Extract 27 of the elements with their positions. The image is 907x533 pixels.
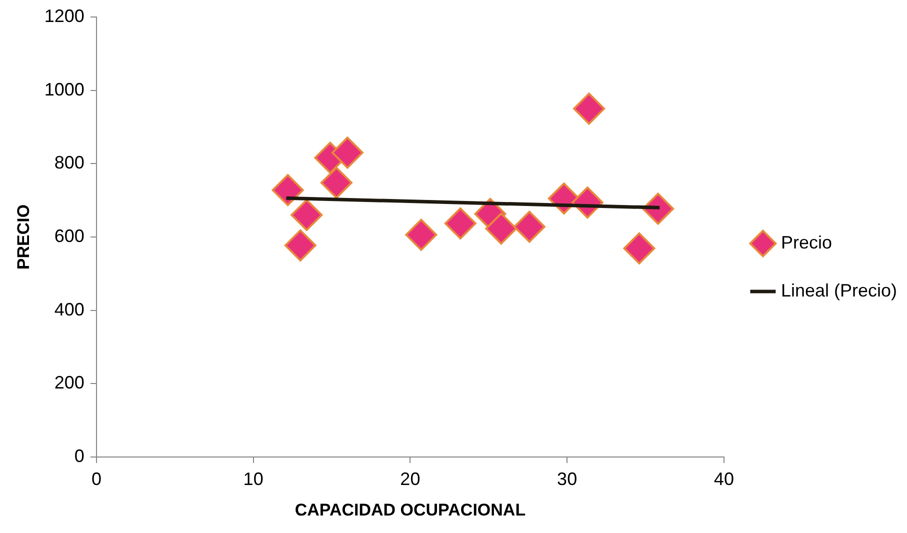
point [513, 210, 546, 243]
point [331, 136, 364, 169]
y-axis-title: PRECIO [14, 204, 33, 270]
legend-label: Precio [780, 232, 832, 252]
point [284, 229, 316, 262]
x-tick-label: 10 [243, 468, 264, 489]
point [405, 218, 438, 251]
point [290, 199, 323, 231]
x-tick-label: 20 [400, 468, 420, 489]
y-tick-label: 1000 [44, 79, 84, 100]
point [444, 207, 476, 240]
point [320, 166, 352, 199]
point [272, 174, 304, 206]
point [573, 92, 606, 125]
y-tick-label: 1200 [44, 6, 84, 26]
y-tick-label: 400 [54, 299, 84, 320]
y-tick-label: 600 [54, 226, 84, 246]
y-tick-label: 200 [54, 372, 84, 393]
x-tick-label: 40 [714, 468, 734, 489]
x-tick-label: 30 [557, 468, 578, 489]
y-tick-label: 0 [74, 446, 84, 466]
legend-label: Lineal (Precio) [780, 280, 898, 300]
point [623, 232, 656, 264]
x-axis-title: CAPACIDAD OCUPACIONAL [294, 500, 526, 520]
point [485, 212, 518, 245]
y-tick-label: 800 [54, 152, 84, 173]
x-tick-label: 0 [91, 468, 102, 489]
